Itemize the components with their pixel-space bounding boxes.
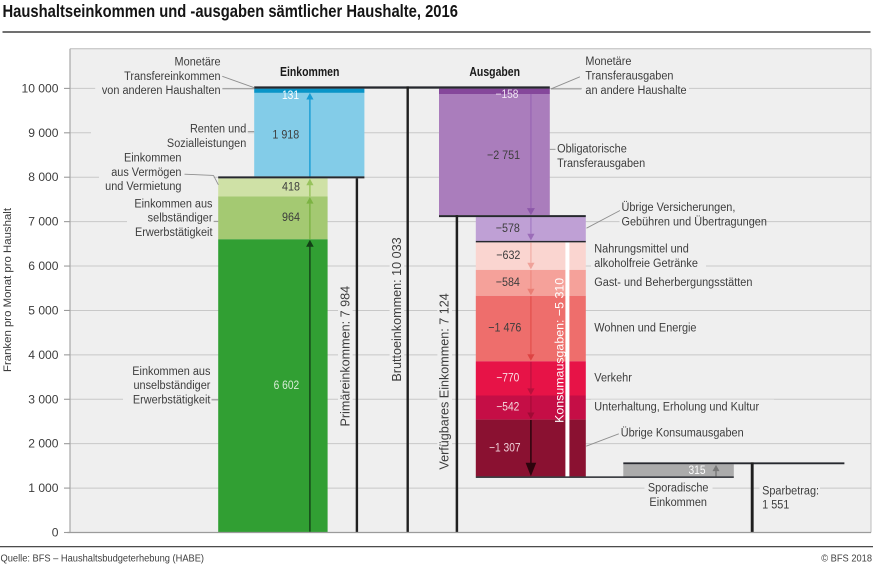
svg-text:−542: −542	[496, 401, 519, 414]
svg-text:5 000: 5 000	[28, 303, 59, 317]
svg-text:Nahrungsmittel und: Nahrungsmittel und	[594, 243, 688, 255]
svg-text:Obligatorische: Obligatorische	[557, 143, 627, 155]
svg-text:alkoholfreie Getränke: alkoholfreie Getränke	[594, 258, 698, 270]
svg-text:von anderen Haushalten: von anderen Haushalten	[102, 85, 221, 97]
svg-text:Gast- und Beherbergungsstätten: Gast- und Beherbergungsstätten	[594, 277, 752, 289]
svg-text:964: 964	[282, 212, 300, 225]
svg-text:Einkommen aus: Einkommen aus	[132, 366, 210, 378]
svg-text:Primäreinkommen: 7 984: Primäreinkommen: 7 984	[338, 286, 352, 427]
svg-text:1 918: 1 918	[272, 129, 299, 142]
svg-text:Gebühren und Übertragungen: Gebühren und Übertragungen	[622, 216, 767, 228]
svg-text:6 000: 6 000	[28, 259, 59, 273]
svg-text:6 602: 6 602	[274, 379, 300, 392]
svg-text:10 000: 10 000	[22, 81, 59, 95]
svg-text:an andere Haushalte: an andere Haushalte	[585, 85, 686, 97]
svg-text:Sporadische: Sporadische	[648, 482, 709, 494]
svg-text:−632: −632	[496, 249, 520, 262]
svg-text:© BFS 2018: © BFS 2018	[821, 553, 872, 565]
svg-text:−770: −770	[496, 372, 519, 385]
svg-text:0: 0	[52, 526, 59, 540]
svg-text:−1 476: −1 476	[488, 322, 521, 335]
svg-text:−2 751: −2 751	[487, 149, 520, 162]
svg-text:unselbständiger: unselbständiger	[133, 380, 210, 392]
svg-text:7 000: 7 000	[28, 215, 59, 229]
svg-text:aus Vermögen: aus Vermögen	[111, 167, 181, 179]
svg-text:Renten und: Renten und	[190, 123, 246, 135]
svg-text:Haushaltseinkommen und -ausgab: Haushaltseinkommen und -ausgaben sämtlic…	[3, 2, 458, 21]
svg-text:Transferausgaben: Transferausgaben	[557, 158, 645, 170]
svg-text:Unterhaltung, Erholung und Kul: Unterhaltung, Erholung und Kultur	[594, 401, 759, 413]
svg-text:Konsumausgaben: −5 310: Konsumausgaben: −5 310	[553, 278, 567, 423]
svg-text:Transfereinkommen: Transfereinkommen	[124, 71, 220, 83]
svg-text:Sparbetrag:: Sparbetrag:	[762, 485, 819, 497]
svg-text:2 000: 2 000	[28, 437, 59, 451]
svg-text:Sozialleistungen: Sozialleistungen	[167, 138, 246, 150]
svg-text:−584: −584	[496, 276, 521, 289]
svg-text:315: 315	[688, 464, 705, 477]
svg-text:Monetäre: Monetäre	[175, 56, 221, 68]
svg-text:Einkommen: Einkommen	[280, 65, 339, 79]
svg-text:Ausgaben: Ausgaben	[469, 65, 520, 79]
svg-text:1 000: 1 000	[28, 481, 59, 495]
svg-text:Erwerbstätigkeit: Erwerbstätigkeit	[133, 394, 211, 406]
svg-text:131: 131	[282, 89, 299, 102]
svg-text:Erwerbstätigkeit: Erwerbstätigkeit	[135, 227, 213, 239]
svg-text:Transferausgaben: Transferausgaben	[585, 70, 673, 82]
svg-text:selbständiger: selbständiger	[148, 212, 213, 224]
svg-text:Monetäre: Monetäre	[585, 56, 631, 68]
svg-text:Übrige Versicherungen,: Übrige Versicherungen,	[622, 202, 736, 214]
svg-text:3 000: 3 000	[28, 392, 59, 406]
svg-text:Quelle: BFS – Haushaltsbudgete: Quelle: BFS – Haushaltsbudgeterhebung (H…	[1, 553, 205, 565]
svg-text:Übrige Konsumausgaben: Übrige Konsumausgaben	[621, 427, 744, 439]
svg-text:Verfügbares Einkommen: 7 124: Verfügbares Einkommen: 7 124	[438, 293, 452, 469]
svg-text:−578: −578	[496, 223, 520, 236]
svg-text:1 551: 1 551	[762, 499, 789, 511]
svg-text:Einkommen: Einkommen	[124, 152, 182, 164]
svg-text:und Vermietung: und Vermietung	[105, 181, 181, 193]
svg-text:−1 307: −1 307	[489, 442, 520, 455]
svg-text:Einkommen: Einkommen	[649, 497, 707, 509]
svg-text:Franken pro Monat pro Haushalt: Franken pro Monat pro Haushalt	[2, 207, 14, 372]
svg-text:Bruttoeinkommen: 10 033: Bruttoeinkommen: 10 033	[390, 237, 404, 381]
svg-text:418: 418	[282, 181, 300, 194]
svg-text:9 000: 9 000	[28, 126, 59, 140]
svg-text:Einkommen aus: Einkommen aus	[134, 198, 212, 210]
svg-text:Wohnen und Energie: Wohnen und Energie	[594, 322, 696, 334]
svg-text:8 000: 8 000	[28, 170, 59, 184]
svg-text:4 000: 4 000	[28, 348, 59, 362]
svg-text:Verkehr: Verkehr	[594, 372, 632, 384]
svg-text:−158: −158	[496, 89, 519, 102]
